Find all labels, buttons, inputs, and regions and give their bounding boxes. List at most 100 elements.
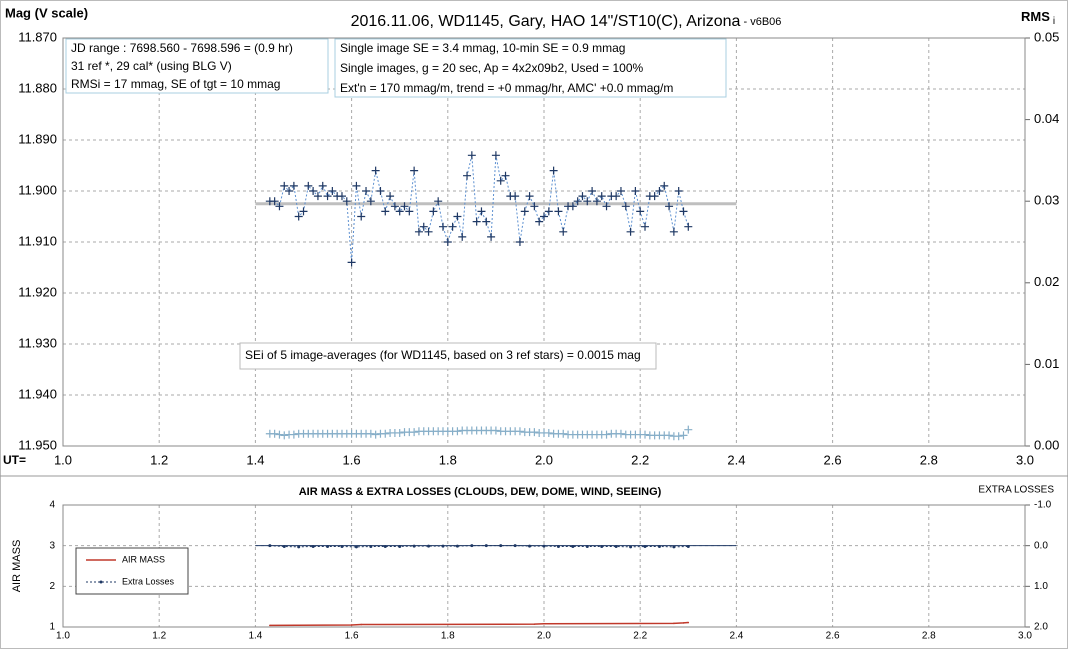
y-tick-label: 11.870 (18, 29, 57, 44)
point (626, 227, 635, 236)
plot-frame (62, 37, 1026, 447)
chart-title-main: 2016.11.06, WD1145, Gary, HAO 14"/ST10(C… (351, 13, 741, 30)
point (354, 545, 358, 549)
point (467, 151, 476, 160)
point (395, 428, 404, 437)
point (687, 621, 690, 624)
point (544, 207, 553, 216)
point (528, 544, 532, 548)
point (366, 429, 375, 438)
x-tick-label: 1.8 (441, 631, 455, 642)
annotation-text: 31 ref *, 29 cal* (using BLG V) (71, 59, 232, 73)
point (535, 217, 544, 226)
point (347, 258, 356, 267)
point (679, 431, 688, 440)
x-tick-label: 2.0 (535, 452, 553, 467)
x-tick-label: 2.0 (537, 631, 551, 642)
point (686, 544, 690, 548)
point (458, 232, 467, 241)
y2-tick-label: 0.01 (1034, 356, 1059, 371)
y-tick-label: 11.910 (18, 233, 57, 248)
y2-tick-label: 1.0 (1034, 581, 1048, 592)
point (482, 217, 491, 226)
y2-tick-label: 0.02 (1034, 274, 1059, 289)
point (371, 166, 380, 175)
point (269, 624, 271, 627)
point (583, 197, 592, 206)
point (499, 544, 503, 548)
point (501, 171, 510, 180)
series-line (269, 621, 689, 627)
point (313, 192, 322, 201)
point (386, 192, 395, 201)
annotation-text: Single image SE = 3.4 mmag, 10-min SE = … (340, 41, 625, 55)
point (268, 544, 272, 548)
point (665, 202, 674, 211)
point (578, 192, 587, 201)
annotation-text: JD range : 7698.560 - 7698.596 = (0.9 hr… (71, 41, 293, 55)
point (515, 427, 524, 436)
legend-box (75, 547, 189, 595)
y-tick-label: 1 (49, 622, 55, 633)
x-tick-label: 1.2 (150, 452, 168, 467)
y-tick-label: 11.940 (18, 386, 57, 401)
point (419, 222, 428, 231)
point (602, 202, 611, 211)
point (398, 544, 402, 548)
point (275, 202, 284, 211)
point (270, 197, 279, 206)
annotation-box (65, 38, 329, 94)
point (285, 187, 294, 195)
y-axis-label: AIR MASS (11, 540, 23, 593)
point (443, 238, 452, 246)
point (463, 171, 472, 180)
point (650, 192, 659, 201)
point (297, 545, 301, 549)
point (289, 181, 298, 190)
point (360, 623, 363, 626)
point (556, 544, 560, 548)
annotation-text: RMSi = 17 mmag, SE of tgt = 10 mmag (71, 77, 280, 91)
point (410, 166, 419, 175)
point (674, 187, 683, 195)
point (280, 181, 289, 190)
point (400, 202, 409, 211)
point (328, 187, 337, 195)
point (515, 238, 524, 246)
y2-tick-label: 0.00 (1034, 437, 1059, 452)
point (280, 431, 289, 440)
point (612, 192, 621, 201)
y2-tick-label: 2.0 (1034, 622, 1048, 633)
legend-label: Extra Losses (122, 576, 175, 586)
point (395, 207, 404, 216)
point (600, 544, 604, 548)
y2-tick-label: 0.05 (1034, 29, 1059, 44)
x-tick-label: 2.6 (824, 452, 842, 467)
point (520, 207, 529, 216)
point (410, 428, 419, 437)
point (655, 187, 664, 195)
x-tick-label: 1.6 (343, 452, 361, 467)
chart-title-suffix: - v6B06 (740, 16, 781, 28)
point (540, 212, 548, 221)
point (376, 187, 385, 195)
point (311, 544, 315, 548)
point (357, 212, 366, 221)
point (424, 227, 433, 236)
x-tick-label: 1.2 (152, 631, 166, 642)
point (530, 428, 539, 437)
point (616, 429, 625, 438)
legend-label: AIR MASS (122, 554, 165, 564)
point (573, 197, 582, 206)
point (289, 430, 298, 439)
y-axis-label: Mag (V scale) (5, 5, 88, 20)
legend-marker (99, 580, 103, 584)
point (543, 622, 545, 625)
point (669, 227, 678, 236)
y-tick-label: 11.890 (18, 131, 57, 146)
x-axis-label: UT= (3, 453, 26, 467)
point (588, 187, 597, 195)
point (434, 197, 443, 206)
y2-tick-label: 0.04 (1034, 111, 1059, 126)
